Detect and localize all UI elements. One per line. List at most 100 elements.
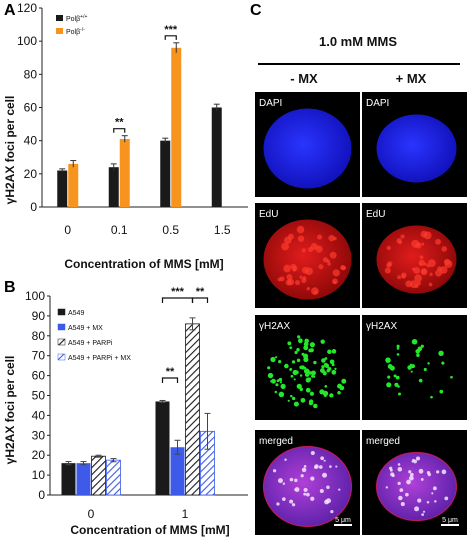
merged-focus — [294, 488, 297, 491]
gh2ax-focus — [293, 401, 299, 407]
legend-label: Polβ-/- — [66, 27, 85, 36]
gh2ax-focus — [303, 345, 309, 351]
merged-focus — [329, 465, 332, 468]
merged-focus — [272, 469, 277, 473]
edu-speckle — [444, 259, 453, 268]
merged-focus — [284, 458, 287, 461]
gh2ax-focus — [324, 357, 328, 360]
gh2ax-focus — [331, 363, 335, 367]
merged-focus — [326, 485, 330, 490]
gh2ax-focus — [313, 403, 318, 409]
chart-b-ytick-label: 70 — [32, 349, 46, 363]
significance-bracket — [164, 35, 177, 40]
merged-focus — [289, 477, 294, 482]
legend-label: Polβ+/+ — [66, 14, 87, 23]
edu-speckle — [401, 274, 406, 279]
gh2ax-focus — [291, 396, 296, 401]
gh2ax-focus — [385, 357, 391, 363]
merged-focus — [408, 470, 412, 474]
gh2ax-focus — [420, 344, 424, 348]
bar-pol-ko-0-5 — [171, 47, 182, 207]
micrograph-gh2ax-plus-mx — [362, 315, 467, 420]
gh2ax-focus — [320, 339, 325, 344]
panel-label-a: A — [4, 2, 16, 19]
merged-focus — [444, 496, 449, 501]
edu-speckle — [313, 290, 318, 294]
gh2ax-focus — [324, 385, 328, 388]
gh2ax-focus — [300, 365, 305, 370]
gh2ax-focus — [416, 353, 420, 358]
gh2ax-focus — [291, 360, 296, 364]
edu-speckle — [426, 264, 430, 268]
chart-a-ylabel: γH2AX foci per cell — [3, 96, 17, 205]
merged-focus — [415, 456, 421, 461]
channel-label: EdU — [259, 209, 278, 220]
merged-focus — [282, 482, 286, 485]
edu-speckle — [301, 266, 309, 274]
chart-b-ytick-label: 10 — [32, 468, 46, 482]
edu-speckle — [302, 276, 307, 281]
channel-label: merged — [366, 436, 400, 447]
significance-label: ** — [166, 366, 175, 378]
gh2ax-focus — [297, 335, 301, 339]
merged-focus — [306, 492, 310, 497]
chart-a-xlabel: Concentration of MMS [mM] — [64, 257, 223, 271]
merged-focus — [389, 466, 393, 470]
edu-speckle — [397, 275, 402, 280]
edu-speckle — [416, 242, 421, 247]
gh2ax-focus — [396, 353, 400, 356]
edu-speckle — [340, 265, 346, 271]
gh2ax-focus — [290, 394, 293, 398]
gh2ax-focus — [331, 349, 337, 354]
edu-speckle — [328, 234, 335, 242]
edu-speckle — [413, 267, 421, 274]
edu-speckle — [281, 242, 290, 251]
legend-swatch — [57, 323, 66, 331]
gh2ax-focus — [296, 383, 302, 389]
edu-speckle — [414, 284, 419, 289]
gh2ax-focus — [290, 374, 294, 378]
edu-speckle — [400, 234, 405, 239]
chart-b-ytick-label: 20 — [32, 448, 46, 462]
merged-focus — [324, 499, 329, 505]
chart-b-ytick-label: 80 — [32, 329, 46, 343]
gh2ax-focus — [394, 382, 399, 387]
chart-b-ytick-label: 0 — [38, 488, 45, 502]
significance-label: ** — [196, 286, 205, 298]
merged-focus — [432, 486, 437, 491]
bar-a549-parpi-0 — [91, 455, 106, 496]
chart-b-ytick-label: 40 — [32, 408, 46, 422]
gh2ax-focus — [275, 383, 279, 387]
bar-pol-ko-0-1 — [119, 139, 130, 207]
edu-speckle — [396, 238, 402, 244]
gh2ax-focus — [278, 360, 282, 364]
nucleus-rim — [375, 451, 458, 522]
col-header-minus-mx: - MX — [290, 71, 318, 86]
gh2ax-focus — [395, 375, 400, 380]
significance-bracket — [191, 297, 209, 303]
bar-a549-mx-1 — [170, 447, 185, 495]
chart-a-ytick-label: 0 — [30, 200, 37, 214]
gh2ax-focus — [289, 367, 293, 371]
merged-focus — [398, 495, 403, 501]
edu-speckle — [417, 281, 421, 286]
merged-focus — [294, 487, 300, 492]
merged-focus — [335, 465, 338, 468]
gh2ax-focus — [297, 338, 303, 344]
bar-pol-wt-0 — [57, 170, 68, 207]
edu-speckle — [419, 255, 424, 260]
significance-bracket — [161, 297, 194, 303]
legend-label: A549 + PARPi — [68, 340, 113, 347]
merged-focus — [414, 506, 420, 512]
chart-a-xtick-label: 0.1 — [111, 223, 128, 237]
gh2ax-focus — [296, 348, 300, 352]
legend-swatch — [56, 28, 63, 34]
edu-speckle — [427, 259, 436, 268]
gh2ax-focus — [324, 362, 328, 367]
edu-speckle — [307, 246, 314, 252]
edu-speckle — [414, 274, 423, 283]
merged-focus — [291, 503, 296, 507]
gh2ax-focus — [339, 385, 345, 391]
edu-speckle — [421, 242, 425, 246]
edu-speckle — [441, 246, 448, 252]
